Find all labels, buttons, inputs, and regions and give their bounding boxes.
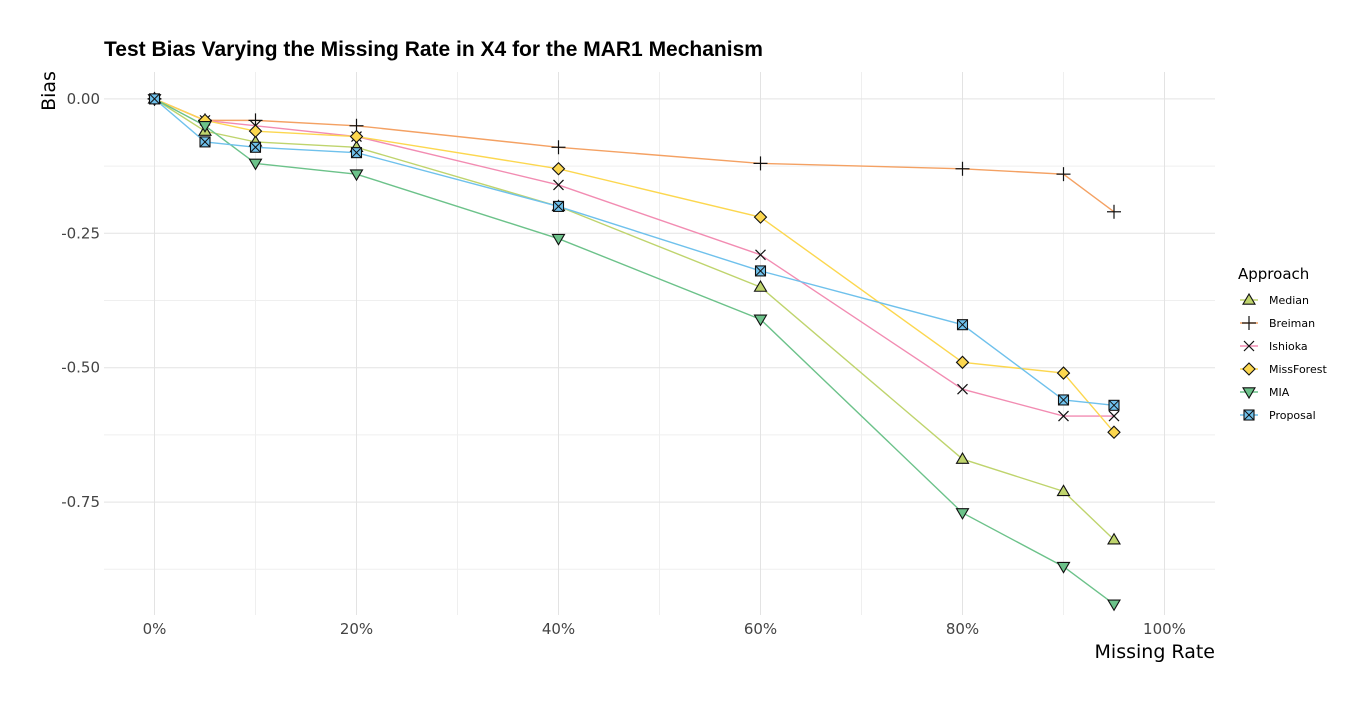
- x-tick-label: 20%: [340, 620, 373, 638]
- x-tick-label: 40%: [542, 620, 575, 638]
- data-point-mia: [1107, 599, 1121, 612]
- data-point-proposal: [754, 265, 767, 277]
- data-point-breiman: [955, 161, 970, 176]
- series-line-ishioka: [154, 98, 1114, 417]
- data-point-ishioka: [553, 179, 564, 191]
- legend-label: Median: [1269, 294, 1309, 307]
- data-point-mia: [198, 121, 212, 133]
- data-point-proposal: [552, 200, 565, 212]
- data-point-proposal: [956, 319, 969, 331]
- legend-label: MIA: [1269, 386, 1290, 399]
- legend-label: Breiman: [1269, 317, 1315, 330]
- legend-item-median: Median: [1240, 292, 1309, 307]
- x-tick-label: 60%: [744, 620, 777, 638]
- legend-item-ishioka: Ishioka: [1240, 340, 1308, 353]
- data-point-proposal: [1108, 399, 1120, 411]
- series-line-breiman: [154, 98, 1115, 213]
- legend-label: Ishioka: [1269, 340, 1308, 353]
- series-line-mia: [154, 98, 1115, 605]
- data-point-missforest: [753, 210, 768, 224]
- data-point-mia: [349, 169, 364, 182]
- chart-title: Test Bias Varying the Missing Rate in X4…: [104, 38, 763, 61]
- grid: [104, 72, 1215, 615]
- legend-item-breiman: Breiman: [1240, 316, 1315, 330]
- y-tick-label: 0.00: [67, 90, 100, 108]
- data-point-proposal: [148, 93, 161, 105]
- data-point-proposal: [199, 136, 211, 148]
- legend-item-proposal: Proposal: [1240, 409, 1316, 422]
- x-axis-title: Missing Rate: [1095, 641, 1215, 663]
- legend-title: Approach: [1238, 265, 1309, 283]
- data-point-missforest: [955, 355, 970, 370]
- data-point-missforest: [349, 129, 364, 144]
- y-tick-label: -0.50: [61, 359, 100, 377]
- legend-item-mia: MIA: [1240, 386, 1290, 400]
- data-point-ishioka: [755, 249, 766, 261]
- legend-marker: [1242, 292, 1256, 305]
- y-axis-ticks: 0.00 -0.25 -0.50 -0.75: [61, 90, 100, 511]
- data-point-proposal: [350, 147, 363, 159]
- data-point-median: [955, 452, 970, 464]
- legend-label: MissForest: [1269, 363, 1327, 376]
- data-point-proposal: [1057, 394, 1070, 406]
- x-axis-ticks: 0% 20% 40% 60% 80% 100%: [143, 620, 1186, 638]
- legend-marker: [1243, 409, 1255, 421]
- data-point-ishioka: [1058, 410, 1069, 422]
- data-point-missforest: [1107, 425, 1121, 439]
- data-point-missforest: [248, 124, 263, 138]
- y-axis-title: Bias: [38, 71, 60, 111]
- series-points: [147, 91, 1121, 612]
- series-line-median: [154, 98, 1115, 541]
- data-point-median: [753, 279, 768, 292]
- series-lines: [154, 98, 1115, 605]
- data-point-proposal: [249, 141, 262, 153]
- data-point-breiman: [551, 140, 566, 155]
- data-point-ishioka: [1108, 410, 1120, 422]
- data-point-mia: [955, 508, 970, 520]
- data-point-mia: [1056, 561, 1071, 574]
- x-tick-label: 80%: [946, 620, 979, 638]
- data-point-median: [1056, 484, 1071, 497]
- data-point-mia: [248, 158, 263, 171]
- legend-marker: [1242, 362, 1256, 376]
- legend-marker: [1242, 387, 1256, 400]
- data-point-mia: [753, 314, 768, 327]
- data-point-breiman: [1107, 204, 1121, 219]
- x-tick-label: 0%: [143, 620, 167, 638]
- legend-marker: [1242, 316, 1256, 330]
- legend-marker: [1243, 340, 1255, 352]
- y-tick-label: -0.75: [61, 493, 100, 511]
- legend-item-missforest: MissForest: [1240, 362, 1327, 376]
- data-point-ishioka: [957, 383, 968, 395]
- legend-label: Proposal: [1269, 409, 1316, 422]
- data-point-breiman: [753, 156, 768, 171]
- legend: Approach Median Breiman Ishioka MissForest M…: [1238, 265, 1327, 422]
- data-point-missforest: [1056, 366, 1071, 380]
- data-point-median: [1107, 532, 1121, 545]
- data-point-missforest: [551, 161, 566, 176]
- data-point-breiman: [1056, 167, 1071, 182]
- x-tick-label: 100%: [1143, 620, 1186, 638]
- y-tick-label: -0.25: [61, 224, 100, 242]
- data-point-mia: [551, 233, 566, 246]
